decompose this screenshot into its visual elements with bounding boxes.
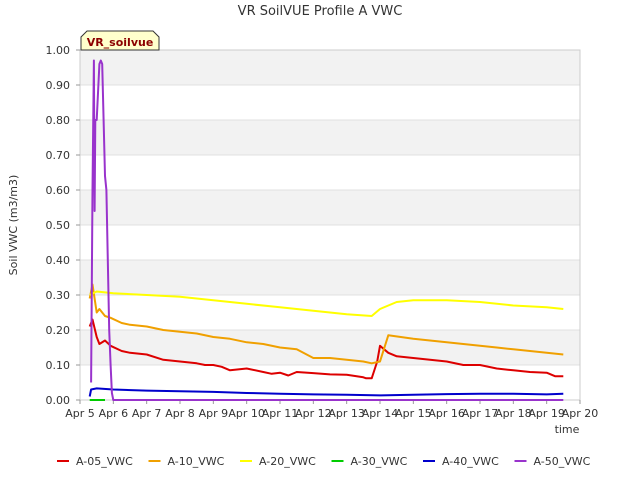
x-tick-label: Apr 12	[295, 407, 332, 420]
legend-label-a-05-vwc: A-05_VWC	[76, 455, 133, 468]
series-line-a-20-vwc	[89, 290, 564, 317]
x-tick-label: Apr 7	[132, 407, 162, 420]
plot-band	[80, 85, 580, 120]
x-tick-label: Apr 5	[65, 407, 95, 420]
x-tick-label: Apr 8	[165, 407, 195, 420]
plot-band	[80, 120, 580, 155]
chart-title: VR SoilVUE Profile A VWC	[238, 4, 403, 19]
x-tick-label: Apr 14	[362, 407, 399, 420]
x-tick-label: Apr 9	[199, 407, 229, 420]
series-line-a-50-vwc	[90, 59, 564, 401]
legend-label-a-50-vwc: A-50_VWC	[534, 455, 591, 468]
x-tick-label: Apr 10	[228, 407, 265, 420]
plot-band	[80, 50, 580, 85]
series-line-a-40-vwc	[88, 387, 564, 397]
y-axis-title: Soil VWC (m3/m3)	[7, 175, 20, 276]
series-line-a-10-vwc	[88, 283, 564, 365]
x-axis-title: time	[555, 423, 580, 436]
legend: A-05_VWC A-10_VWC A-20_VWC A-30_VWC A-40_VWC…	[57, 455, 591, 468]
y-tick-label: 0.50	[46, 219, 71, 232]
plot-bands	[80, 50, 580, 400]
x-tick-label: Apr 11	[262, 407, 299, 420]
legend-label-a-10-vwc: A-10_VWC	[168, 455, 225, 468]
y-tick-label: 0.10	[46, 359, 71, 372]
series-lines	[88, 59, 564, 401]
legend-label-a-30-vwc: A-30_VWC	[351, 455, 408, 468]
x-tick-label: Apr 18	[495, 407, 532, 420]
y-tick-label: 0.80	[46, 114, 71, 127]
x-tick-label: Apr 16	[428, 407, 465, 420]
y-tick-label: 0.60	[46, 184, 71, 197]
plot-band	[80, 155, 580, 190]
y-tick-label: 0.30	[46, 289, 71, 302]
y-tick-label: 1.00	[46, 44, 71, 57]
source-badge-label: VR_soilvue	[87, 36, 154, 49]
x-tick-label: Apr 20	[562, 407, 599, 420]
legend-label-a-20-vwc: A-20_VWC	[259, 455, 316, 468]
y-tick-label: 0.40	[46, 254, 71, 267]
plot-band	[80, 190, 580, 225]
x-tick-label: Apr 6	[99, 407, 129, 420]
x-tick-label: Apr 19	[528, 407, 565, 420]
y-axis: 0.00 0.10 0.20 0.30 0.40 0.50 0.60 0.70 0.80 0.90…	[46, 44, 80, 407]
y-tick-label: 0.70	[46, 149, 71, 162]
source-badge-box	[80, 30, 160, 51]
source-badge: VR_soilvue	[80, 30, 160, 51]
y-tick-label: 0.20	[46, 324, 71, 337]
plot-band	[80, 260, 580, 295]
series-line-a-05-vwc	[88, 318, 564, 380]
plot-band	[80, 225, 580, 260]
y-tick-label: 0.90	[46, 79, 71, 92]
x-tick-label: Apr 15	[395, 407, 432, 420]
x-tick-label: Apr 13	[328, 407, 365, 420]
x-tick-label: Apr 17	[462, 407, 499, 420]
legend-label-a-40-vwc: A-40_VWC	[442, 455, 499, 468]
y-tick-label: 0.00	[46, 394, 71, 407]
